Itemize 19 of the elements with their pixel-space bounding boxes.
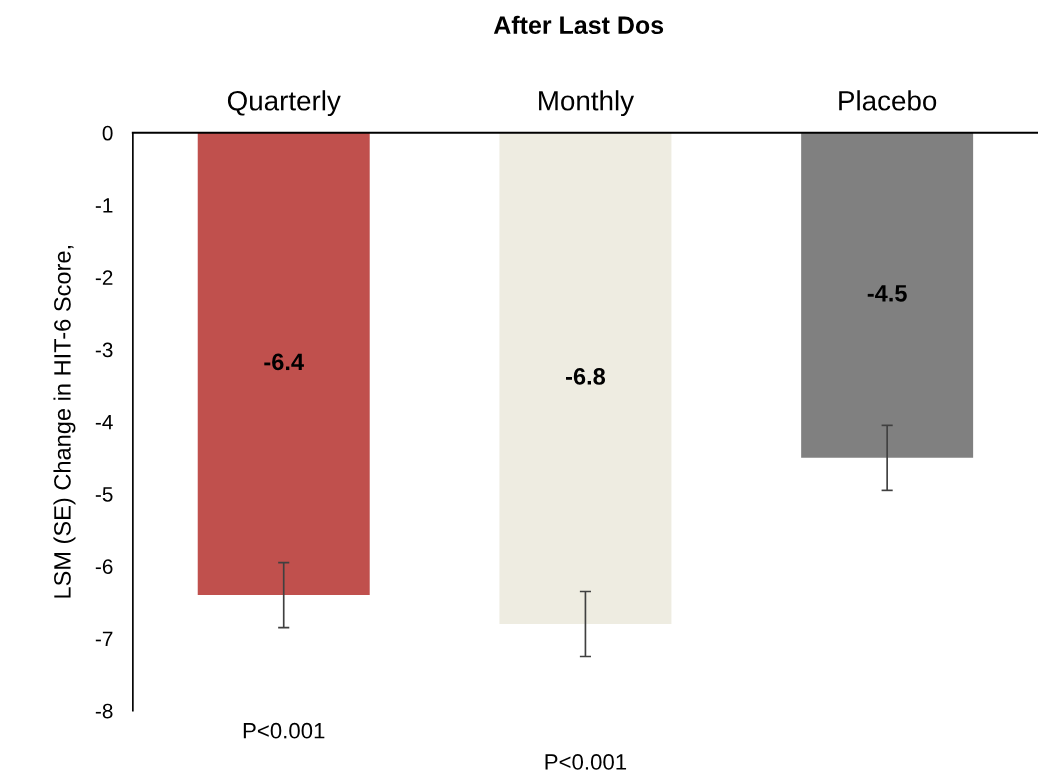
y-tick-label: -5 [95,487,113,502]
x-tick-label: Monthly [539,90,635,117]
y-tick-label: -4 [95,414,113,430]
y-tick-label: -2 [95,270,113,285]
y-tick-label: -8 [95,703,113,719]
chart-title: After Last Dos [493,15,664,35]
y-axis-title: LSM (SE) Change in HIT-6 Score, [53,246,76,598]
y-tick-label: -7 [95,631,113,647]
y-tick-label: -1 [95,198,113,213]
data-label: -6.4 [264,353,304,371]
data-label: -4.5 [867,285,907,302]
data-label: -6.8 [566,368,606,385]
x-tick-label: Quarterly [227,90,341,117]
x-tick-label: Placebo [839,90,937,111]
text: P<0.001 [545,754,627,770]
y-tick-label: 0 [102,125,113,141]
text: P<0.001 [243,722,325,739]
y-tick-label: -6 [95,559,113,574]
y-tick-label: -3 [95,342,113,358]
